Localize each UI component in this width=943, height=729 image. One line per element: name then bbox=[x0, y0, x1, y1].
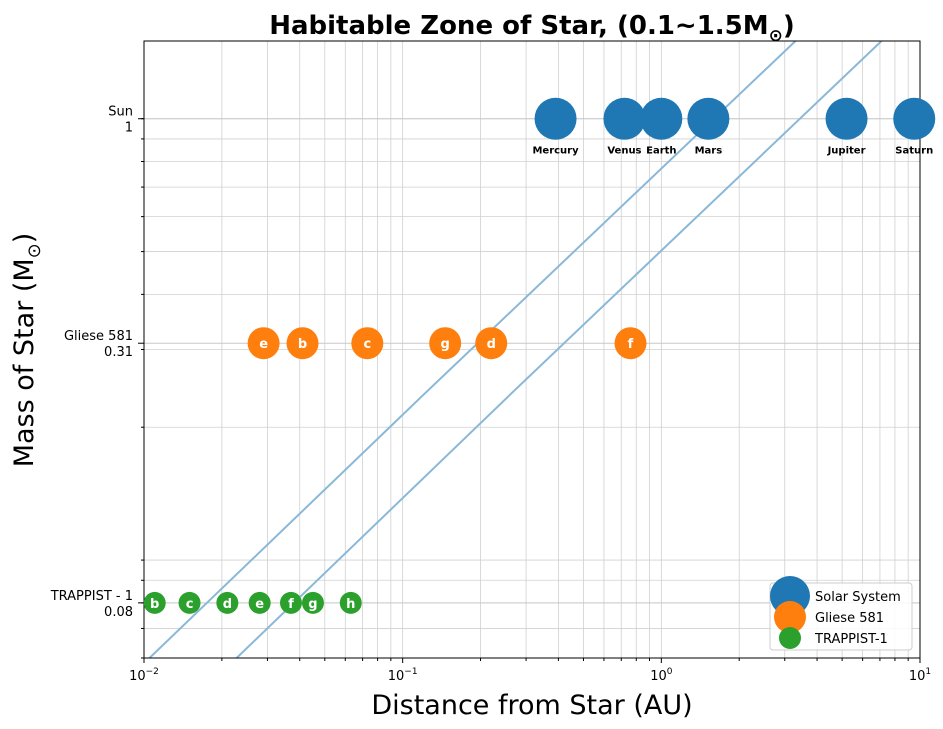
planet-marker bbox=[178, 591, 201, 614]
habitable-zone-outer-boundary bbox=[235, 41, 883, 658]
planet-label: d bbox=[223, 597, 232, 612]
x-tick-label: 101 bbox=[909, 667, 931, 684]
planet-label: Venus bbox=[607, 146, 641, 157]
x-tick-label: 100 bbox=[650, 667, 673, 684]
planet-label: f bbox=[288, 597, 294, 612]
x-axis-label: Distance from Star (AU) bbox=[371, 690, 692, 721]
legend-marker bbox=[774, 601, 806, 633]
planet-label: b bbox=[150, 597, 159, 612]
legend-marker bbox=[779, 627, 801, 649]
planet-label: Mercury bbox=[532, 146, 579, 157]
planet-label: f bbox=[628, 337, 634, 352]
planet-label: h bbox=[346, 597, 355, 612]
planet-label: d bbox=[487, 337, 496, 352]
planet-marker bbox=[339, 591, 362, 614]
planet-label: Earth bbox=[646, 146, 676, 157]
planet-marker bbox=[279, 591, 302, 614]
y-tick-star-mass: 0.31 bbox=[104, 345, 133, 360]
planet-marker bbox=[687, 97, 730, 140]
planet-marker bbox=[301, 591, 324, 614]
planet-marker bbox=[475, 327, 508, 360]
data-markers: Mercury Venus Earth Mars Jupiter Saturn e b c g d f… bbox=[143, 97, 936, 614]
planet-marker bbox=[247, 327, 280, 360]
planet-marker bbox=[640, 97, 683, 140]
planet-label: Saturn bbox=[895, 146, 933, 157]
planet-marker bbox=[534, 97, 577, 140]
y-tick-star-mass: 1 bbox=[125, 121, 133, 136]
planet-label: g bbox=[308, 597, 317, 612]
planet-marker bbox=[893, 97, 936, 140]
planet-label: Jupiter bbox=[827, 146, 866, 157]
planet-label: c bbox=[363, 337, 371, 352]
y-tick-star-name: Sun bbox=[108, 105, 133, 120]
planet-label: Mars bbox=[695, 146, 723, 157]
y-axis-label: Mass of Star (M⊙) bbox=[9, 233, 45, 468]
planet-label: e bbox=[255, 597, 264, 612]
y-tick-star-name: Gliese 581 bbox=[64, 329, 133, 344]
planet-marker bbox=[286, 327, 319, 360]
planet-marker bbox=[603, 97, 646, 140]
planet-marker bbox=[614, 327, 647, 360]
planet-marker bbox=[216, 591, 239, 614]
habitable-zone-inner-boundary bbox=[148, 41, 797, 658]
legend: Solar System Gliese 581 TRAPPIST-1 bbox=[769, 576, 913, 651]
planet-label: c bbox=[186, 597, 194, 612]
planet-marker bbox=[248, 591, 271, 614]
x-tick-label: 10−2 bbox=[129, 667, 159, 684]
planet-marker bbox=[825, 97, 868, 140]
legend-entry-label: Solar System bbox=[815, 590, 901, 605]
planet-marker bbox=[429, 327, 462, 360]
planet-label: b bbox=[298, 337, 307, 352]
planet-marker bbox=[351, 327, 384, 360]
chart-title: Habitable Zone of Star, (0.1~1.5M⊙) bbox=[269, 11, 795, 46]
legend-entry-label: Gliese 581 bbox=[815, 611, 884, 626]
legend-entry-label: TRAPPIST-1 bbox=[814, 632, 888, 647]
y-tick-star-mass: 0.08 bbox=[104, 605, 133, 620]
habitable-zone-lines bbox=[148, 41, 883, 658]
planet-label: e bbox=[259, 337, 268, 352]
planet-label: g bbox=[441, 337, 450, 352]
x-tick-label: 10−1 bbox=[388, 667, 418, 684]
y-tick-star-name: TRAPPIST - 1 bbox=[50, 589, 133, 604]
planet-marker bbox=[143, 591, 166, 614]
